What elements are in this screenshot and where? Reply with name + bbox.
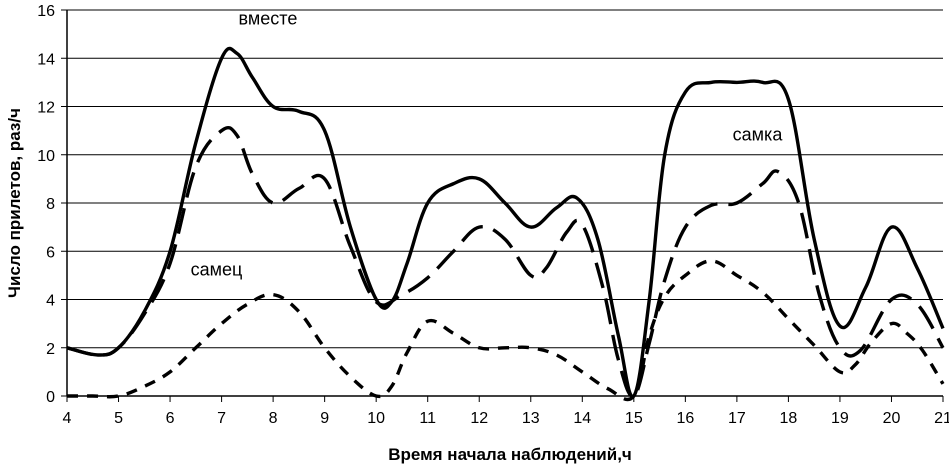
x-tick-label-13: 13	[522, 410, 540, 427]
x-tick-label-11: 11	[419, 410, 436, 427]
x-tick-label-16: 16	[676, 410, 694, 427]
x-tick-label-15: 15	[625, 410, 643, 427]
x-tick-label-19: 19	[831, 410, 849, 427]
x-tick-label-6: 6	[166, 410, 175, 427]
y-tick-label-12: 12	[37, 100, 55, 117]
y-axis-title: Число прилетов, раз/ч	[5, 108, 24, 298]
series-label-0: вместе	[239, 8, 298, 28]
series-annotations: вместе самка самец	[191, 8, 784, 279]
x-tick-label-5: 5	[114, 410, 123, 427]
x-axis-title: Время начала наблюдений,ч	[388, 445, 632, 464]
series-line-2	[66, 259, 945, 402]
y-tick-label-8: 8	[46, 196, 55, 213]
x-tick-label-14: 14	[573, 410, 591, 427]
x-tick-label-12: 12	[470, 410, 488, 427]
series-lines	[66, 46, 945, 402]
series-line-0	[66, 46, 945, 399]
y-tick-label-6: 6	[46, 244, 55, 261]
series-label-1: самка	[733, 124, 784, 144]
axes	[61, 9, 944, 402]
x-tick-label-9: 9	[320, 410, 329, 427]
x-tick-label-4: 4	[63, 410, 72, 427]
series-line-1	[66, 125, 945, 398]
y-tick-label-16: 16	[37, 3, 55, 20]
grid-lines	[67, 9, 943, 349]
y-tick-label-4: 4	[46, 293, 55, 310]
series-label-2: самец	[191, 259, 243, 279]
y-tick-label-2: 2	[46, 341, 55, 358]
y-tick-labels: 0 2 4 6 8 10 12 14 16	[37, 3, 55, 406]
x-tick-label-20: 20	[883, 410, 901, 427]
x-tick-label-18: 18	[780, 410, 798, 427]
y-tick-label-10: 10	[37, 148, 55, 165]
y-tick-label-0: 0	[46, 389, 55, 406]
x-tick-label-21: 21	[934, 410, 949, 427]
x-tick-label-7: 7	[217, 410, 226, 427]
x-tick-label-10: 10	[367, 410, 385, 427]
x-tick-labels: 4 5 6 7 8 9 10 11 12 13 14 15 16 17 18 19 20 21	[63, 410, 949, 427]
x-tick-label-8: 8	[269, 410, 278, 427]
y-tick-label-14: 14	[37, 51, 55, 68]
x-tick-label-17: 17	[728, 410, 746, 427]
